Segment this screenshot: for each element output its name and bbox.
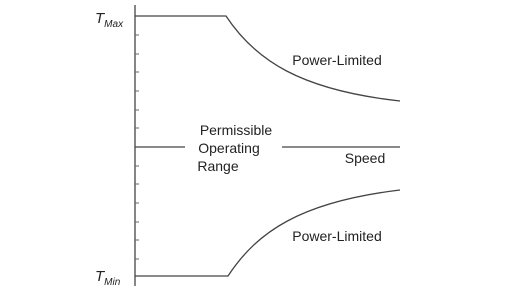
t-max-subscript: Max [104,19,124,30]
speed-label: Speed [345,150,385,166]
lower-region-label: Power-Limited [292,228,381,244]
t-max-label: TMax [95,10,124,30]
t-max-symbol: T [95,10,106,27]
upper-limit-curve [135,15,401,102]
t-min-subscript: Min [104,277,121,288]
operating-range-line: Operating [198,140,259,156]
t-min-label: TMin [95,268,121,288]
operating-range-line: Permissible [200,122,273,138]
lower-limit-curve [135,189,401,277]
axis-ticks [135,34,139,260]
operating-range-line: Range [197,158,238,174]
upper-region-label: Power-Limited [292,52,381,68]
t-min-symbol: T [95,268,106,285]
